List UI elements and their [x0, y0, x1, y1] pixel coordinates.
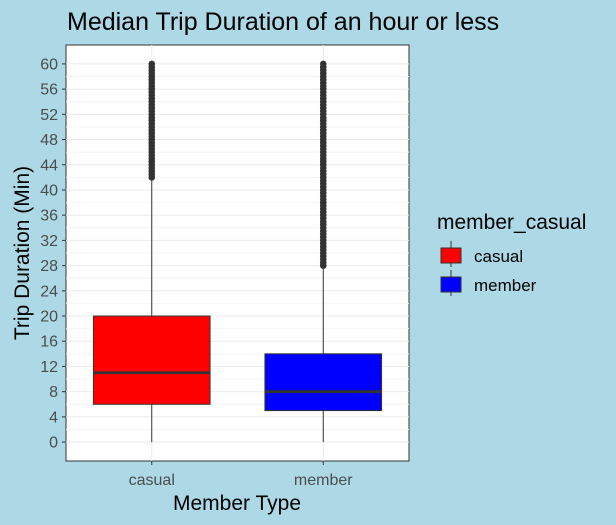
- x-axis-title: Member Type: [173, 492, 301, 515]
- legend-item-casual: casual: [440, 241, 523, 267]
- legend-key: [440, 276, 462, 293]
- y-tick-label: 8: [49, 384, 58, 401]
- legend: member_casual casual member: [437, 211, 586, 296]
- box-casual: [92, 60, 211, 443]
- legend-item-member: member: [440, 270, 537, 296]
- legend-title: member_casual: [437, 211, 586, 234]
- x-tick-label: casual: [129, 472, 175, 489]
- y-tick-label: 4: [49, 409, 58, 426]
- y-tick-label: 28: [40, 258, 58, 275]
- y-tick-label: 36: [40, 208, 58, 225]
- outlier-point: [319, 60, 327, 68]
- y-tick-label: 44: [40, 157, 58, 174]
- boxes: [92, 60, 383, 443]
- y-tick-label: 56: [40, 82, 58, 99]
- y-tick-label: 20: [40, 309, 58, 326]
- y-tick-label: 0: [49, 435, 58, 452]
- legend-label: member: [474, 276, 537, 295]
- y-tick-label: 40: [40, 182, 58, 199]
- outlier-point: [148, 60, 156, 68]
- box-body: [264, 353, 383, 412]
- y-tick-label: 48: [40, 132, 58, 149]
- y-tick-label: 12: [40, 359, 58, 376]
- x-axis: casual member: [129, 461, 353, 489]
- legend-key: [440, 247, 462, 264]
- chart-title: Median Trip Duration of an hour or less: [67, 8, 499, 36]
- y-tick-label: 24: [40, 283, 58, 300]
- y-axis-title: Trip Duration (Min): [11, 166, 34, 340]
- y-tick-label: 32: [40, 233, 58, 250]
- y-tick-label: 60: [40, 56, 58, 73]
- legend-label: casual: [474, 247, 523, 266]
- box-member: [264, 60, 383, 443]
- y-tick-label: 52: [40, 107, 58, 124]
- y-tick-label: 16: [40, 334, 58, 351]
- x-tick-label: member: [294, 472, 353, 489]
- box-body: [92, 315, 211, 405]
